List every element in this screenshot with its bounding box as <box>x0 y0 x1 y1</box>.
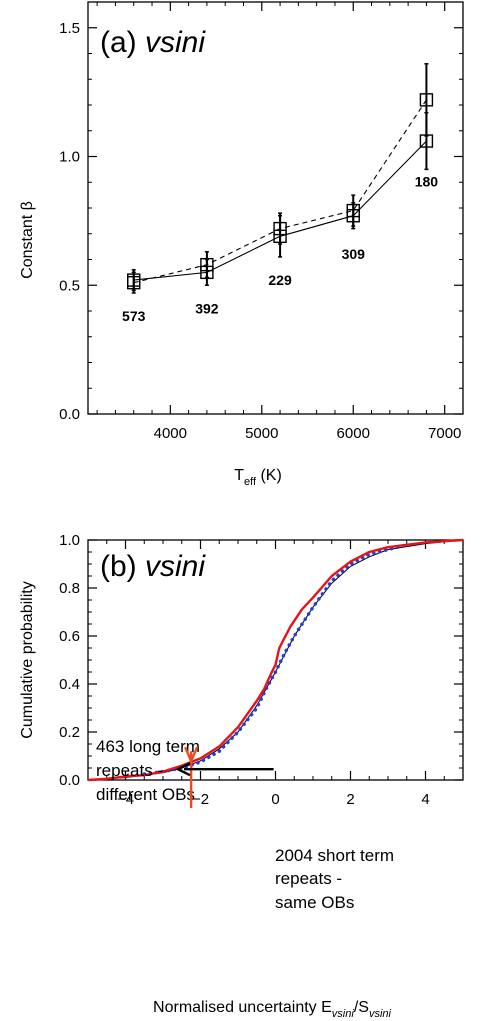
x-tick-label: 4000 <box>154 425 187 442</box>
panel-b-arrows <box>175 746 274 808</box>
panel-a-ticks: 4000 5000 6000 7000 0.0 0.5 1.0 1.5 <box>59 2 463 442</box>
panel-b-ticks: −4 −2 0 2 4 0.0 0.2 0.4 0.6 0.8 1.0 <box>59 532 464 808</box>
sample-count-label: 229 <box>268 272 292 288</box>
data-point-square <box>200 257 214 272</box>
y-tick-label: 0.0 <box>59 772 80 789</box>
sample-count-label: 392 <box>195 300 219 316</box>
panel-a-series <box>127 63 434 294</box>
data-point-square <box>346 203 360 218</box>
annotation-short-term-line2: repeats - <box>275 869 342 888</box>
panel-a-frame <box>87 1 464 415</box>
y-tick-label: 1.5 <box>59 20 80 37</box>
annotation-long-term-line3: different OBs <box>96 785 195 804</box>
x-tick-label: 2 <box>346 791 354 808</box>
annotation-short-term: 2004 short term repeats - same OBs <box>275 846 394 912</box>
long-term-arrow-head <box>184 746 199 765</box>
annotation-short-term-line3: same OBs <box>275 893 354 912</box>
panel-a-title: (a) vsini <box>100 26 206 59</box>
panel-b-series <box>87 538 464 782</box>
panel-a-ylabel: Constant β <box>19 201 36 279</box>
panel-a-counts: 573 392 229 309 180 <box>122 174 438 324</box>
annotation-long-term-line1: 463 long term <box>96 737 200 756</box>
y-tick-label: 0.8 <box>59 580 80 597</box>
panel-b-xlabel: Normalised uncertainty Evsini/Svsini <box>153 999 391 1020</box>
y-tick-label: 1.0 <box>59 149 80 166</box>
x-tick-label: 7000 <box>428 425 461 442</box>
data-point-square <box>273 221 287 236</box>
series-red-line <box>87 538 464 782</box>
x-tick-label: −4 <box>117 791 134 808</box>
sample-count-label: 573 <box>122 308 146 324</box>
sample-count-label: 180 <box>415 174 439 190</box>
annotation-long-term: 463 long term repeats - different OBs <box>96 737 200 804</box>
y-tick-label: 0.5 <box>59 277 80 294</box>
series-solid-line <box>133 140 427 281</box>
y-tick-label: 0.2 <box>59 724 80 741</box>
y-tick-label: 1.0 <box>59 532 80 549</box>
x-tick-label: 4 <box>421 791 429 808</box>
data-point-square <box>419 93 434 107</box>
x-tick-label: 6000 <box>337 425 370 442</box>
annotation-short-term-line1: 2004 short term <box>275 846 394 865</box>
y-tick-label: 0.4 <box>59 676 80 693</box>
y-tick-label: 0.6 <box>59 628 80 645</box>
annotation-long-term-line2: repeats - <box>96 761 163 780</box>
x-tick-label: −2 <box>192 791 209 808</box>
x-tick-label: 5000 <box>245 425 278 442</box>
panel-b-ylabel: Cumulative probability <box>19 581 36 738</box>
panel-a-xlabel: Teff (K) <box>234 467 282 488</box>
panel-b: (b) vsini Cumulative probability Normali… <box>19 532 464 1020</box>
sample-count-label: 309 <box>342 246 366 262</box>
y-tick-label: 0.0 <box>59 406 80 423</box>
panel-a: (a) vsini Constant β Teff (K) 4000 5000 60… <box>19 1 464 488</box>
short-term-arrow-head <box>175 762 191 777</box>
x-tick-label: 0 <box>271 791 279 808</box>
panel-b-title: (b) vsini <box>100 550 206 583</box>
series-blue-dotted <box>142 543 409 776</box>
data-point-square <box>127 275 141 290</box>
